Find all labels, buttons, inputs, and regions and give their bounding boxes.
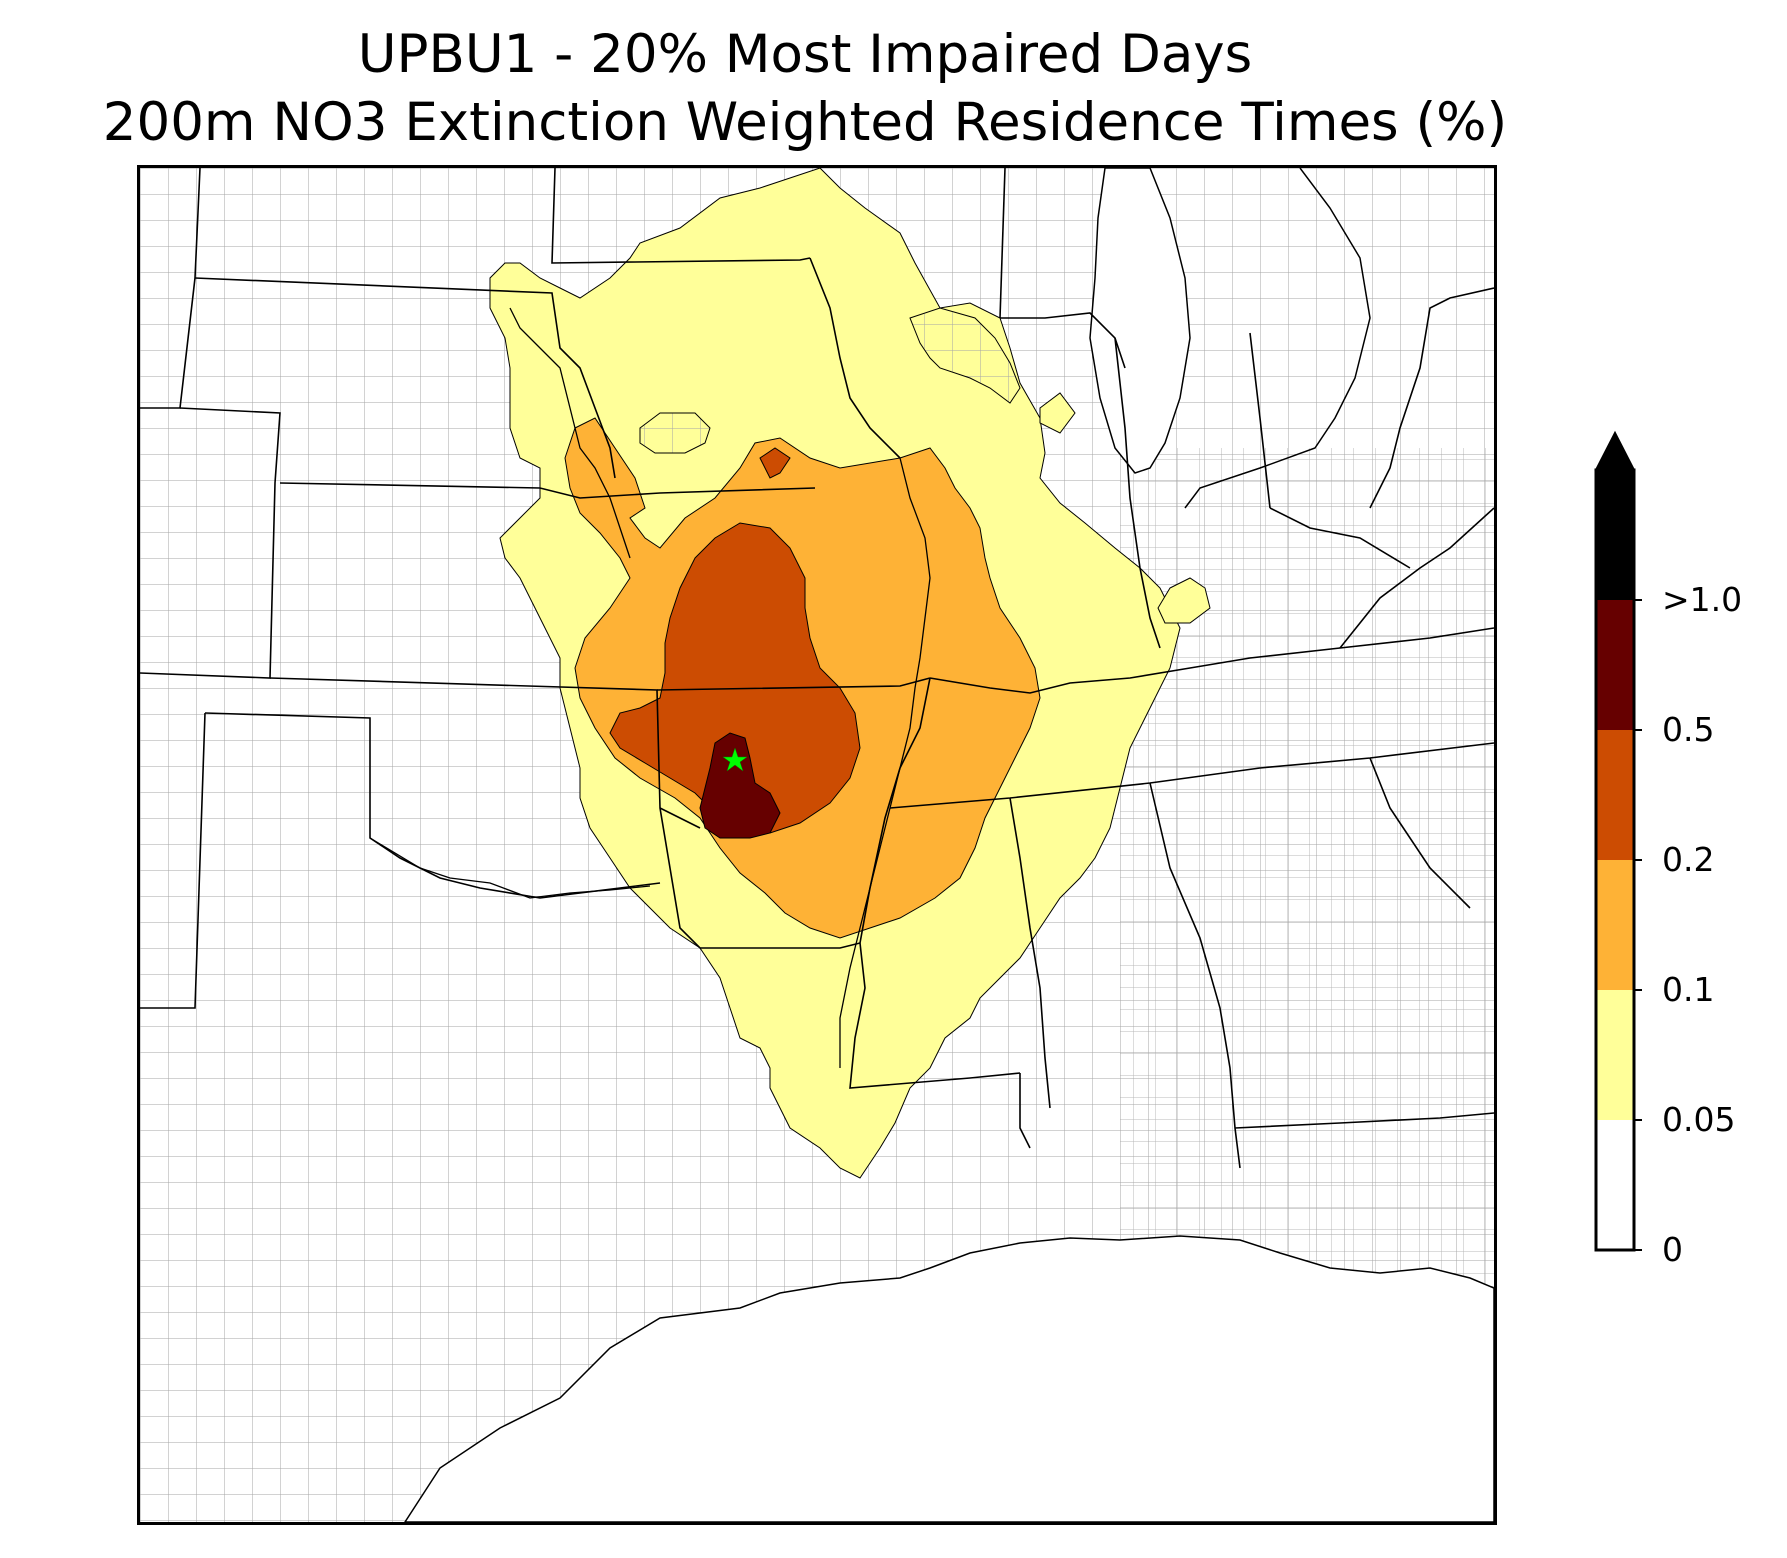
colorbar-extend-arrow — [1594, 430, 1636, 471]
lake-michigan — [1089, 168, 1191, 474]
colorbar-label: 0.1 — [1662, 970, 1715, 1009]
contour-0.05-outlier-b — [1039, 392, 1076, 434]
colorbar-bins — [1596, 470, 1634, 1250]
colorbar-label: 0.5 — [1662, 710, 1715, 749]
contour-hole-b — [909, 307, 1021, 404]
map-title-line1: UPBU1 - 20% Most Impaired Days — [357, 24, 1253, 85]
gulf-of-mexico — [404, 1235, 1494, 1522]
state-borders — [140, 168, 1494, 1169]
colorbar-label: 0.05 — [1662, 1100, 1736, 1139]
colorbar-label: 0 — [1662, 1230, 1683, 1269]
colorbar-ticks — [1634, 599, 1642, 1251]
county-grid-east — [1120, 448, 1494, 1348]
colorbar-bin-4 — [1596, 600, 1634, 730]
colorbar-label: 0.2 — [1662, 840, 1715, 879]
lake-michigan-east-shore — [1184, 168, 1371, 509]
contour-0.05-outlier — [1157, 577, 1211, 624]
colorbar-bin-0 — [1596, 1120, 1634, 1250]
colorbar-bin-1 — [1596, 990, 1634, 1120]
map-panel — [137, 165, 1497, 1525]
river-borders — [369, 307, 931, 1068]
colorbar-label: >1.0 — [1662, 580, 1743, 619]
site-marker-star — [722, 747, 748, 772]
contour-0.5 — [699, 732, 781, 839]
map-title-line2: 200m NO3 Extinction Weighted Residence T… — [102, 92, 1508, 153]
colorbar-bin-2 — [1596, 860, 1634, 990]
map-canvas — [140, 168, 1494, 1522]
contour-0.2-outlier — [759, 447, 791, 479]
colorbar — [1594, 430, 1642, 1252]
contour-hole — [639, 412, 711, 454]
colorbar-bin-3 — [1596, 730, 1634, 860]
colorbar-bin-5 — [1596, 470, 1634, 600]
